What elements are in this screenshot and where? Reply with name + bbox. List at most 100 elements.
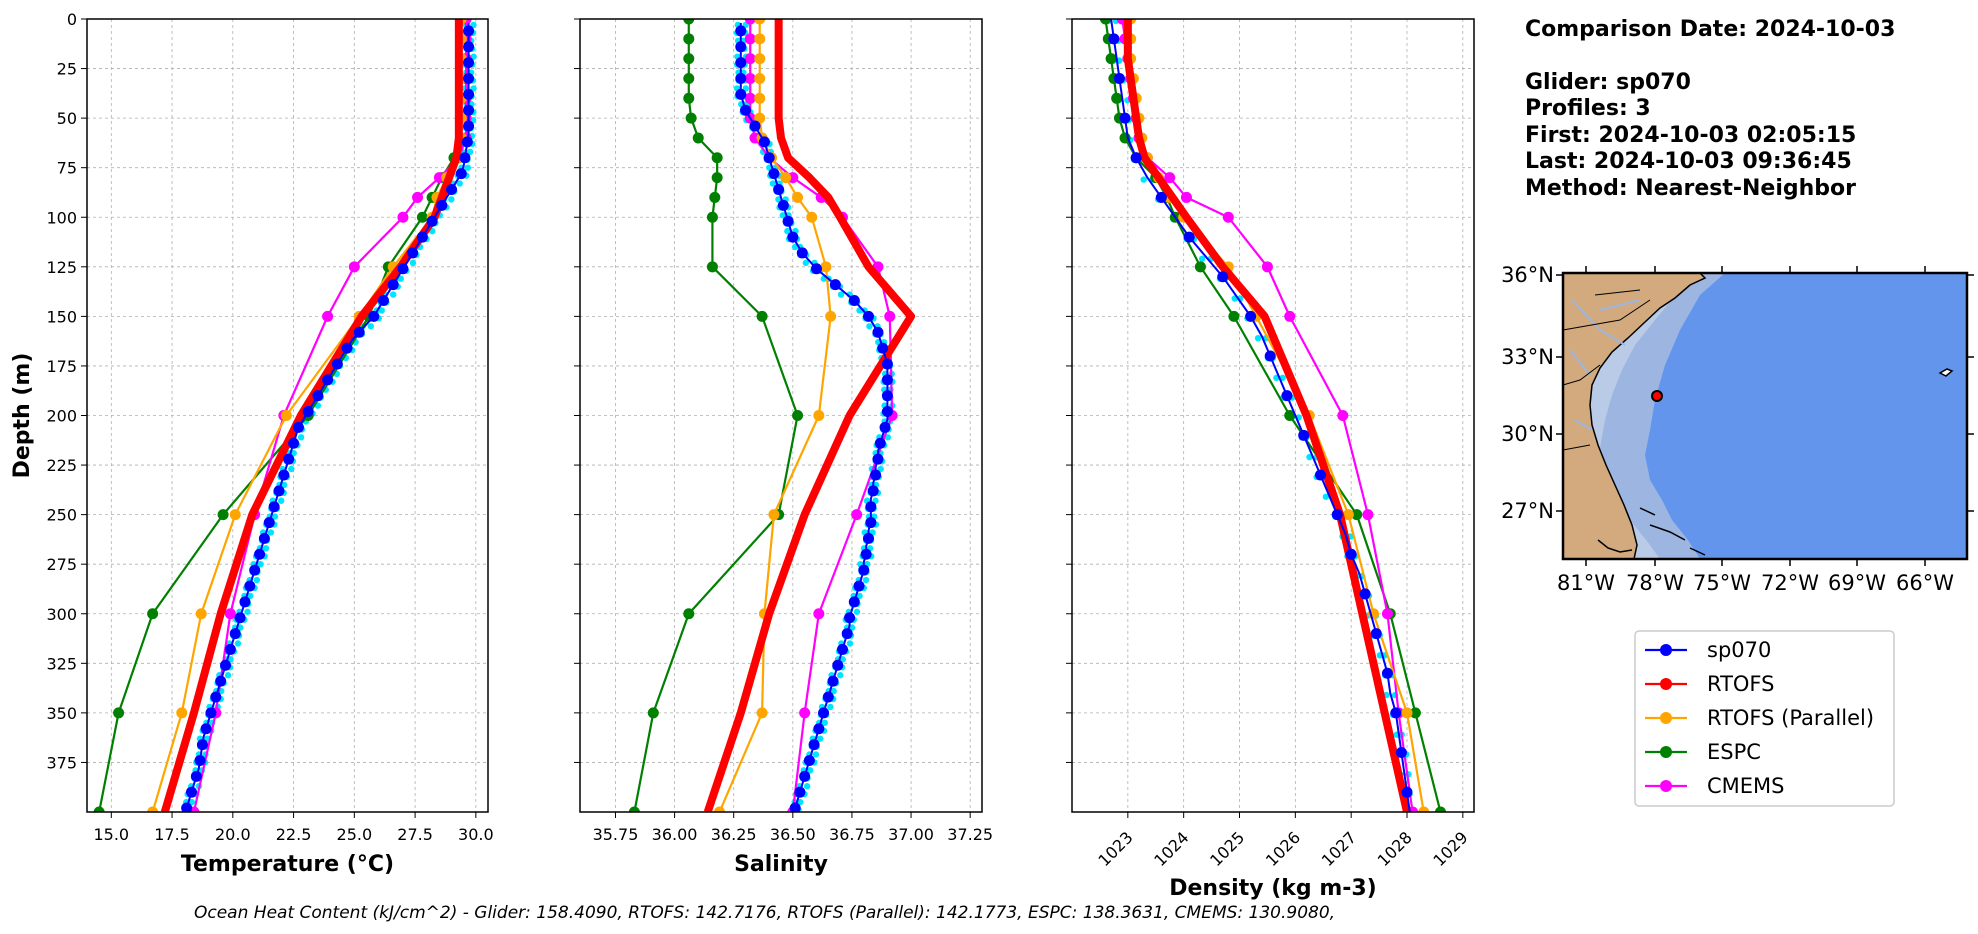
glider-profile-point bbox=[470, 85, 477, 92]
panel-3: 1023 1024 1025 1026 1027 1028 1029 Density (kg … bbox=[1066, 18, 1475, 901]
x-tick-label: 36.75 bbox=[829, 825, 875, 844]
series-point bbox=[1108, 33, 1120, 45]
series-point bbox=[792, 191, 804, 203]
series-point bbox=[341, 342, 353, 354]
legend-marker bbox=[1660, 678, 1672, 690]
series-point bbox=[763, 152, 775, 164]
series-point bbox=[754, 112, 766, 124]
series-point bbox=[446, 183, 458, 195]
x-axis-label: Temperature (°C) bbox=[181, 852, 394, 877]
ocean-heat-content-caption: Ocean Heat Content (kJ/cm^2) - Glider: 1… bbox=[194, 903, 1335, 923]
series-point bbox=[777, 199, 789, 211]
series-point bbox=[773, 183, 785, 195]
glider-profile-point bbox=[812, 751, 820, 758]
panel-2: 35.75 36.00 36.25 36.50 36.75 37.00 37.25 Salin… bbox=[574, 18, 993, 877]
series-point bbox=[768, 509, 780, 521]
glider-profile-point bbox=[464, 164, 471, 171]
y-tick-label: 350 bbox=[46, 704, 77, 723]
series-point bbox=[1314, 469, 1326, 481]
series-point bbox=[1331, 509, 1343, 521]
series-point bbox=[1261, 261, 1273, 273]
glider-profile-point bbox=[247, 592, 254, 600]
series-point bbox=[1180, 191, 1192, 203]
series-point bbox=[229, 509, 241, 521]
series-point bbox=[459, 152, 471, 164]
series-point bbox=[782, 215, 794, 227]
map-lon-label: 75°W bbox=[1693, 571, 1751, 595]
x-tick-label: 36.25 bbox=[711, 825, 757, 844]
series-point bbox=[1337, 410, 1349, 421]
glider-profile-point bbox=[378, 307, 385, 314]
legend-label: RTOFS (Parallel) bbox=[1707, 706, 1874, 730]
glider-profile-point bbox=[846, 640, 854, 647]
series-point bbox=[825, 310, 837, 322]
series-point bbox=[463, 41, 475, 53]
series-point bbox=[832, 659, 844, 671]
glider-profile-point bbox=[856, 592, 863, 600]
legend-label: CMEMS bbox=[1707, 774, 1785, 798]
series-point bbox=[628, 806, 640, 812]
y-tick-label: 325 bbox=[46, 654, 77, 673]
y-tick-label: 50 bbox=[57, 109, 77, 128]
series-point bbox=[377, 295, 389, 307]
series-point bbox=[312, 390, 324, 402]
x-tick-label: 37.00 bbox=[888, 825, 934, 844]
series-point bbox=[683, 33, 695, 45]
series-point bbox=[744, 72, 756, 84]
series-point bbox=[881, 406, 893, 418]
y-tick-label: 125 bbox=[46, 258, 77, 277]
glider-profile-point bbox=[862, 576, 870, 584]
series-point bbox=[1370, 628, 1382, 640]
series-point bbox=[407, 247, 419, 259]
comparison-date: Comparison Date: 2024-10-03 bbox=[1525, 17, 1895, 42]
glider-profile-point bbox=[1140, 176, 1147, 183]
glider-profile-point bbox=[234, 640, 242, 647]
series-point bbox=[1401, 786, 1413, 798]
grid bbox=[1072, 18, 1474, 812]
series-point bbox=[879, 421, 891, 433]
glider-profile-point bbox=[470, 53, 477, 60]
glider-profile-point bbox=[827, 703, 834, 711]
series-point bbox=[683, 19, 695, 25]
y-tick-label: 300 bbox=[46, 605, 77, 624]
glider-profile-point bbox=[271, 513, 279, 520]
series-point bbox=[280, 410, 292, 421]
series-point bbox=[744, 19, 756, 25]
grid bbox=[87, 18, 488, 812]
series-point bbox=[884, 310, 896, 322]
series-point bbox=[822, 691, 834, 703]
series-point bbox=[706, 211, 718, 223]
series-point bbox=[416, 211, 428, 223]
series-point bbox=[258, 532, 270, 544]
glider-profile-point bbox=[784, 227, 791, 235]
series-point bbox=[683, 608, 695, 620]
series-point bbox=[754, 33, 766, 45]
series-point bbox=[263, 517, 275, 529]
glider-profile-point bbox=[803, 783, 811, 790]
series-point bbox=[397, 263, 409, 275]
series-point bbox=[224, 643, 236, 655]
axes-frame bbox=[86, 18, 489, 813]
glider-profile-dots bbox=[181, 21, 477, 812]
glider-profile-point bbox=[837, 672, 844, 679]
series-point bbox=[220, 659, 232, 671]
series-point bbox=[813, 410, 825, 421]
series-point bbox=[205, 707, 217, 719]
series-point bbox=[254, 548, 266, 560]
series-rtofs bbox=[160, 19, 463, 812]
x-tick-label: 1024 bbox=[1150, 828, 1192, 870]
series-point bbox=[872, 326, 884, 338]
glider-profile-point bbox=[839, 656, 846, 663]
glider-profile-point bbox=[884, 434, 892, 441]
glider-profile-point bbox=[837, 291, 845, 298]
series-point bbox=[217, 509, 229, 521]
series-point bbox=[858, 564, 870, 576]
series-point bbox=[844, 612, 856, 624]
series-point bbox=[200, 723, 212, 735]
series-point bbox=[799, 707, 811, 719]
series-point bbox=[1362, 509, 1374, 521]
series-point bbox=[93, 806, 105, 812]
series-point bbox=[683, 53, 695, 65]
series-point bbox=[1395, 747, 1407, 759]
